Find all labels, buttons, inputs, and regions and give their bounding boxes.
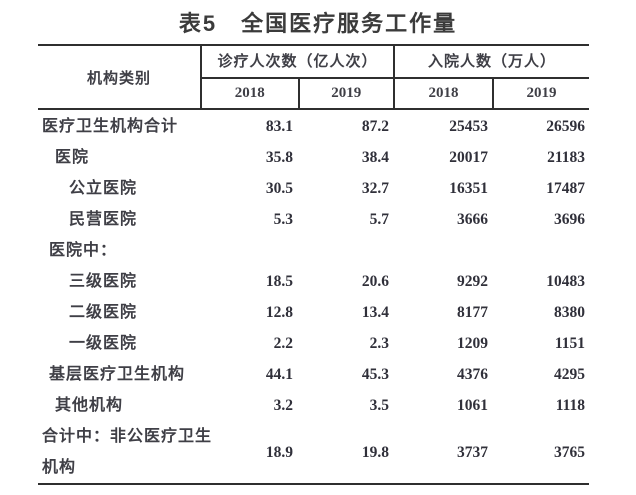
row-label: 医疗卫生机构合计 [42, 118, 179, 135]
medical-workload-table: 机构类别 诊疗人次数（亿人次） 2018 2019 入院人数（万人） 2018 … [38, 44, 589, 485]
row-label: 医院中： [49, 242, 118, 259]
value-cell: 1061 [457, 397, 488, 414]
value-cell: 21183 [547, 149, 585, 166]
table-row: 民营医院 5.3 5.7 3666 3696 [38, 204, 589, 235]
row-label: 合计中：非公医疗卫生机构 [42, 428, 213, 476]
value-cell: 25453 [449, 118, 488, 135]
value-cell: 10483 [546, 273, 585, 290]
header-category-cell: 机构类别 [86, 69, 151, 87]
value-cell: 9292 [457, 273, 488, 290]
table-row: 医院 35.8 38.4 20017 21183 [38, 142, 589, 173]
value-cell: 35.8 [265, 149, 293, 166]
value-cell: 3666 [457, 211, 488, 228]
value-cell: 1151 [554, 335, 585, 352]
value-cell: 19.8 [361, 443, 389, 461]
table-row: 基层医疗卫生机构 44.1 45.3 4376 4295 [38, 359, 589, 390]
value-cell: 20017 [449, 149, 488, 166]
row-label: 公立医院 [69, 180, 138, 197]
value-cell: 38.4 [361, 149, 389, 166]
header-years-row: 2018 2019 [395, 79, 589, 108]
value-cell: 26596 [546, 118, 585, 135]
value-cell: 1118 [555, 397, 585, 414]
table-header: 机构类别 诊疗人次数（亿人次） 2018 2019 入院人数（万人） 2018 … [38, 44, 589, 110]
header-group-label: 入院人数（万人） [395, 46, 589, 79]
header-year-cell: 2018 [234, 85, 265, 101]
value-cell: 4295 [554, 366, 585, 383]
value-cell: 17487 [546, 180, 585, 197]
value-cell: 4376 [457, 366, 488, 383]
table-row: 三级医院 18.5 20.6 9292 10483 [38, 266, 589, 297]
value-cell: 30.5 [265, 180, 293, 197]
table-row: 医疗卫生机构合计 83.1 87.2 25453 26596 [38, 111, 589, 142]
header-year-cell: 2019 [492, 79, 589, 108]
header-years-row: 2018 2019 [202, 79, 393, 108]
table-title: 表5 全国医疗服务工作量 [178, 11, 458, 36]
value-cell: 1209 [457, 335, 488, 352]
value-cell: 3.2 [273, 397, 293, 414]
value-cell: 13.4 [361, 304, 389, 321]
value-cell: 3.5 [369, 397, 389, 414]
header-year-cell: 2019 [297, 79, 394, 108]
row-label: 三级医院 [69, 273, 138, 290]
row-label: 一级医院 [69, 335, 138, 352]
row-label: 基层医疗卫生机构 [49, 366, 186, 383]
value-cell: 3765 [554, 443, 585, 461]
table-row: 合计中：非公医疗卫生机构 18.9 19.8 3737 3765 [38, 421, 589, 483]
value-cell: 12.8 [265, 304, 293, 321]
value-cell: 3696 [554, 211, 585, 228]
value-cell: 8177 [457, 304, 488, 321]
value-cell: 3737 [457, 443, 488, 461]
value-cell: 8380 [554, 304, 585, 321]
value-cell: 20.6 [361, 273, 389, 290]
row-label: 二级医院 [69, 304, 138, 321]
row-label: 民营医院 [69, 211, 138, 228]
value-cell: 18.9 [265, 443, 293, 461]
value-cell: 16351 [449, 180, 488, 197]
value-cell: 18.5 [265, 273, 293, 290]
table-row: 二级医院 12.8 13.4 8177 8380 [38, 297, 589, 328]
value-cell: 32.7 [361, 180, 389, 197]
value-cell: 2.3 [369, 335, 389, 352]
value-cell: 5.7 [369, 211, 389, 228]
table-body: 医疗卫生机构合计 83.1 87.2 25453 26596 医院 35.8 3… [38, 110, 589, 485]
value-cell: 5.3 [273, 211, 293, 228]
table-row: 医院中： [38, 235, 589, 266]
row-label: 其他机构 [55, 397, 124, 414]
value-cell: 83.1 [265, 118, 293, 135]
header-year-cell: 2018 [428, 85, 459, 101]
header-group-label: 诊疗人次数（亿人次） [202, 46, 393, 79]
table-row: 公立医院 30.5 32.7 16351 17487 [38, 173, 589, 204]
value-cell: 87.2 [361, 118, 389, 135]
header-group-outpatient-visits: 诊疗人次数（亿人次） 2018 2019 [200, 46, 393, 108]
row-label: 医院 [55, 149, 90, 166]
value-cell: 44.1 [265, 366, 293, 383]
table-row: 其他机构 3.2 3.5 1061 1118 [38, 390, 589, 421]
table-row: 一级医院 2.2 2.3 1209 1151 [38, 328, 589, 359]
header-group-admissions: 入院人数（万人） 2018 2019 [393, 46, 589, 108]
value-cell: 2.2 [273, 335, 293, 352]
value-cell: 45.3 [361, 366, 389, 383]
